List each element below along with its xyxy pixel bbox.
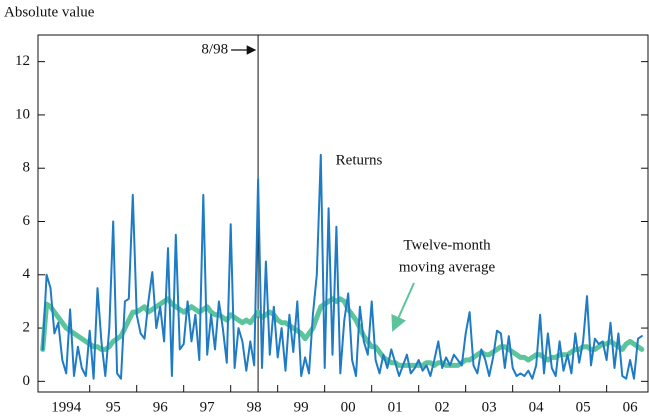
x-tick-label: 04	[529, 399, 545, 415]
annotation-arrow	[391, 282, 415, 332]
x-tick-label: 1994	[51, 399, 82, 415]
y-axis-label: Absolute value	[4, 4, 95, 20]
y-tick-label: 2	[23, 319, 31, 335]
x-tick-label: 95	[106, 399, 121, 415]
y-tick-label: 0	[23, 373, 31, 389]
series-annotation: Twelve-month	[403, 237, 491, 253]
series-annotation: Returns	[336, 152, 383, 168]
x-tick-label: 06	[623, 399, 639, 415]
y-tick-label: 10	[15, 106, 30, 122]
x-tick-label: 00	[341, 399, 356, 415]
x-tick-label: 97	[200, 399, 216, 415]
y-tick-label: 6	[23, 213, 31, 229]
x-tick-label: 96	[153, 399, 169, 415]
series-line	[41, 153, 643, 380]
y-tick-label: 12	[15, 53, 30, 69]
x-tick-label: 98	[247, 399, 262, 415]
series-annotation: moving average	[399, 259, 496, 275]
x-tick-label: 02	[435, 399, 450, 415]
x-tick-label: 01	[388, 399, 403, 415]
x-tick-label: 05	[576, 399, 591, 415]
plot-frame	[37, 34, 649, 393]
x-tick-label: 03	[482, 399, 497, 415]
x-tick-label: 99	[294, 399, 309, 415]
y-tick-label: 8	[23, 160, 31, 176]
event-label: 8/98	[201, 41, 228, 57]
y-tick-label: 4	[23, 266, 31, 282]
